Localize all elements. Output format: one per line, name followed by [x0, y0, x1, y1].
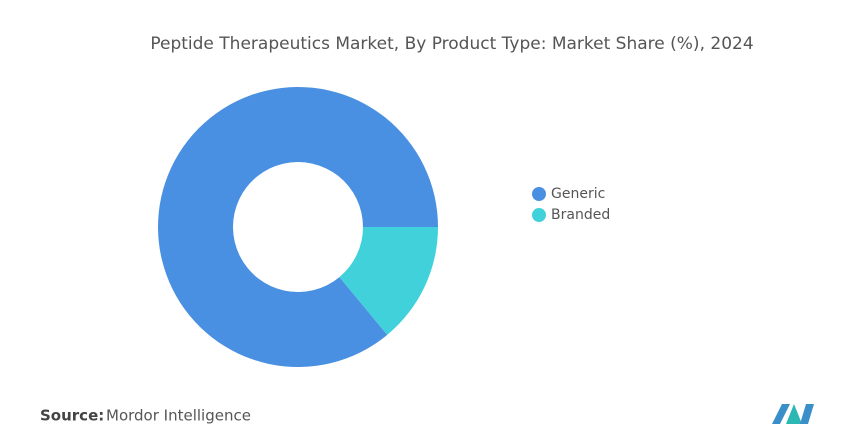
donut-slice: [339, 227, 438, 335]
legend-label: Generic: [551, 186, 605, 202]
legend-label: Branded: [551, 207, 610, 223]
source-label: Source:: [40, 407, 104, 425]
donut-slice: [158, 86, 438, 367]
chart-title: Peptide Therapeutics Market, By Product …: [150, 34, 753, 54]
logo: [772, 404, 814, 424]
legend-marker: [532, 187, 546, 201]
legend-marker: [532, 208, 546, 222]
source: Mordor Intelligence: [106, 407, 251, 425]
